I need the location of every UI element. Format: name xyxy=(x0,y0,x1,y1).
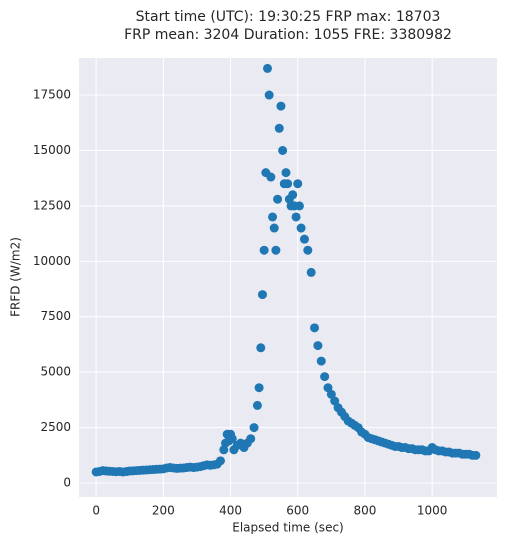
point xyxy=(273,194,283,204)
plot-area xyxy=(79,58,497,497)
point xyxy=(246,434,256,444)
point xyxy=(296,223,306,233)
y-tick-label: 10000 xyxy=(33,254,71,268)
point xyxy=(257,290,267,300)
point xyxy=(471,450,481,460)
point xyxy=(269,223,279,233)
point xyxy=(263,63,273,73)
point xyxy=(259,245,269,255)
point xyxy=(306,267,316,277)
point xyxy=(330,396,340,406)
point xyxy=(310,323,320,333)
y-tick-label: 2500 xyxy=(40,420,71,434)
x-tick-label: 1000 xyxy=(417,504,448,518)
y-tick-label: 12500 xyxy=(33,198,71,212)
x-axis-label: Elapsed time (sec) xyxy=(232,521,343,535)
point xyxy=(252,400,262,410)
x-tick-label: 200 xyxy=(152,504,175,518)
point xyxy=(323,383,333,393)
y-tick-label: 17500 xyxy=(33,88,71,102)
chart-title: Start time (UTC): 19:30:25 FRP max: 1870… xyxy=(136,9,441,25)
point xyxy=(274,123,284,133)
y-axis-label: FRFD (W/m2) xyxy=(9,237,23,317)
y-tick-label: 5000 xyxy=(40,365,71,379)
chart-subtitle: FRP mean: 3204 Duration: 1055 FRE: 33809… xyxy=(124,27,452,43)
point xyxy=(278,145,288,155)
point xyxy=(293,179,303,189)
x-tick-label: 0 xyxy=(92,504,100,518)
point xyxy=(268,212,278,222)
point xyxy=(283,179,293,189)
point xyxy=(299,234,309,244)
point xyxy=(281,168,291,178)
x-tick-label: 400 xyxy=(219,504,242,518)
point xyxy=(249,423,259,433)
y-tick-label: 0 xyxy=(63,476,71,490)
point xyxy=(271,245,281,255)
point xyxy=(316,356,326,366)
point xyxy=(227,434,237,444)
y-tick-label: 15000 xyxy=(33,143,71,157)
point xyxy=(215,456,225,466)
point xyxy=(303,245,313,255)
point xyxy=(254,383,264,393)
x-tick-label: 600 xyxy=(286,504,309,518)
point xyxy=(294,201,304,211)
point xyxy=(256,343,266,353)
y-tick-label: 7500 xyxy=(40,309,71,323)
point xyxy=(288,190,298,200)
point xyxy=(276,101,286,111)
point xyxy=(266,172,276,182)
x-tick-label: 800 xyxy=(353,504,376,518)
point xyxy=(326,389,336,399)
point xyxy=(264,90,274,100)
point xyxy=(313,341,323,351)
point xyxy=(291,212,301,222)
point xyxy=(320,372,330,382)
